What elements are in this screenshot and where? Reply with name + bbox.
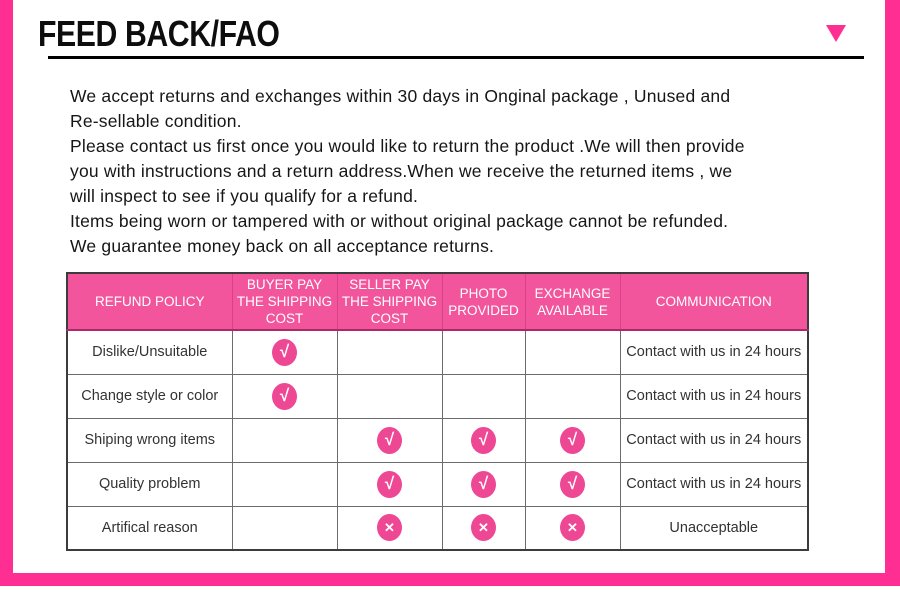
table-row: Change style or color √ Contact with us … (66, 373, 809, 419)
policy-cell: Quality problem (66, 461, 233, 507)
exchange-available-cell (524, 329, 621, 375)
exchange-available-cell: √ (524, 461, 621, 507)
col-header-communication: COMMUNICATION (619, 272, 809, 331)
cross-icon: ✕ (560, 514, 585, 542)
communication-cell: Contact with us in 24 hours (619, 461, 809, 507)
check-icon: √ (471, 470, 496, 498)
col-header-buyer-pay: BUYER PAY THE SHIPPING COST (231, 272, 338, 331)
photo-provided-cell: √ (441, 417, 526, 463)
section-title: FEED BACK/FAO (38, 13, 280, 54)
seller-pay-cell: √ (336, 461, 443, 507)
col-header-seller-pay: SELLER PAY THE SHIPPING COST (336, 272, 443, 331)
refund-policy-table: REFUND POLICY BUYER PAY THE SHIPPING COS… (66, 272, 809, 551)
buyer-pay-cell (231, 417, 338, 463)
table-row: Shiping wrong items √ √ √ Contact with u… (66, 417, 809, 463)
seller-pay-cell (336, 329, 443, 375)
communication-cell: Contact with us in 24 hours (619, 329, 809, 375)
check-icon: √ (471, 426, 496, 454)
communication-cell: Contact with us in 24 hours (619, 373, 809, 419)
policy-cell: Shiping wrong items (66, 417, 233, 463)
photo-provided-cell (441, 373, 526, 419)
communication-cell: Unacceptable (619, 505, 809, 551)
intro-line: will inspect to see if you qualify for a… (70, 186, 419, 206)
table-row: Quality problem √ √ √ Contact with us in… (66, 461, 809, 507)
table-row: Artifical reason ✕ ✕ ✕ Unacceptable (66, 505, 809, 551)
intro-line: We accept returns and exchanges within 3… (70, 86, 731, 106)
frame-border-right (885, 0, 900, 586)
collapse-triangle-icon[interactable] (826, 25, 846, 42)
table-header-row: REFUND POLICY BUYER PAY THE SHIPPING COS… (66, 272, 809, 331)
cross-icon: ✕ (377, 514, 402, 542)
check-icon: √ (560, 426, 585, 454)
col-header-exchange-available: EXCHANGE AVAILABLE (524, 272, 621, 331)
communication-cell: Contact with us in 24 hours (619, 417, 809, 463)
col-header-refund-policy: REFUND POLICY (66, 272, 233, 331)
policy-cell: Dislike/Unsuitable (66, 329, 233, 375)
buyer-pay-cell (231, 461, 338, 507)
check-icon: √ (272, 382, 297, 410)
check-icon: √ (560, 470, 585, 498)
photo-provided-cell (441, 329, 526, 375)
policy-cell: Artifical reason (66, 505, 233, 551)
check-icon: √ (377, 470, 402, 498)
table-row: Dislike/Unsuitable √ Contact with us in … (66, 329, 809, 375)
seller-pay-cell (336, 373, 443, 419)
intro-line: Re-sellable condition. (70, 111, 242, 131)
intro-line: Please contact us first once you would l… (70, 136, 745, 156)
seller-pay-cell: ✕ (336, 505, 443, 551)
returns-policy-text: We accept returns and exchanges within 3… (70, 84, 745, 259)
check-icon: √ (272, 338, 297, 366)
buyer-pay-cell: √ (231, 329, 338, 375)
exchange-available-cell: √ (524, 417, 621, 463)
col-header-photo-provided: PHOTO PROVIDED (441, 272, 526, 331)
photo-provided-cell: ✕ (441, 505, 526, 551)
seller-pay-cell: √ (336, 417, 443, 463)
frame-border-left (0, 0, 13, 586)
exchange-available-cell (524, 373, 621, 419)
frame-border-bottom (0, 573, 900, 586)
policy-cell: Change style or color (66, 373, 233, 419)
intro-line: you with instructions and a return addre… (70, 161, 733, 181)
intro-line: Items being worn or tampered with or wit… (70, 211, 729, 231)
title-underline (48, 56, 864, 59)
buyer-pay-cell: √ (231, 373, 338, 419)
intro-line: We guarantee money back on all acceptanc… (70, 236, 495, 256)
photo-provided-cell: √ (441, 461, 526, 507)
cross-icon: ✕ (471, 514, 496, 542)
check-icon: √ (377, 426, 402, 454)
buyer-pay-cell (231, 505, 338, 551)
exchange-available-cell: ✕ (524, 505, 621, 551)
